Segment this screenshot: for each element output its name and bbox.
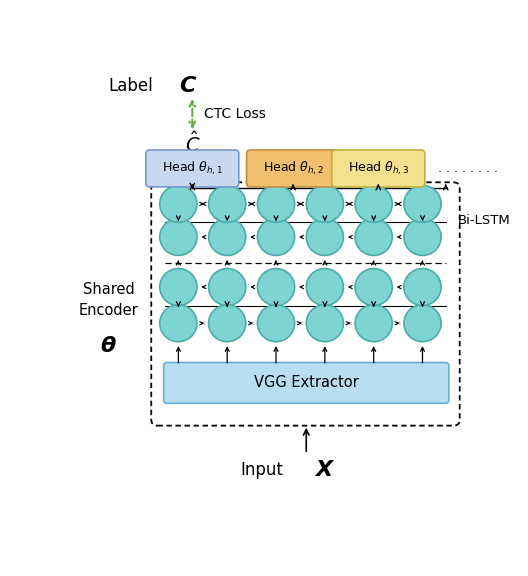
Circle shape — [160, 185, 197, 222]
Text: Head $\theta_{h,2}$: Head $\theta_{h,2}$ — [262, 160, 324, 177]
Circle shape — [258, 305, 295, 342]
Circle shape — [355, 218, 392, 256]
Text: $\boldsymbol{C}$: $\boldsymbol{C}$ — [180, 76, 197, 96]
Text: Head $\theta_{h,1}$: Head $\theta_{h,1}$ — [162, 160, 223, 177]
Circle shape — [258, 185, 295, 222]
Text: Shared
Encoder: Shared Encoder — [79, 282, 138, 318]
Circle shape — [258, 218, 295, 256]
Circle shape — [404, 268, 441, 305]
Circle shape — [404, 305, 441, 342]
Circle shape — [306, 305, 343, 342]
FancyBboxPatch shape — [332, 150, 425, 187]
Circle shape — [404, 185, 441, 222]
Circle shape — [404, 218, 441, 256]
FancyBboxPatch shape — [164, 362, 449, 403]
Text: Head $\theta_{h,3}$: Head $\theta_{h,3}$ — [348, 160, 409, 177]
Circle shape — [355, 268, 392, 305]
Circle shape — [160, 268, 197, 305]
Text: $\boldsymbol{X}$: $\boldsymbol{X}$ — [314, 460, 335, 479]
Circle shape — [209, 185, 246, 222]
Circle shape — [209, 268, 246, 305]
Circle shape — [209, 218, 246, 256]
Circle shape — [306, 218, 343, 256]
Circle shape — [160, 218, 197, 256]
Text: $\hat{C}$: $\hat{C}$ — [185, 131, 200, 156]
Circle shape — [258, 268, 295, 305]
Text: . . . . . . . .: . . . . . . . . — [438, 162, 498, 175]
Text: $\boldsymbol{\theta}$: $\boldsymbol{\theta}$ — [100, 336, 117, 357]
Text: Label: Label — [109, 77, 153, 95]
Text: CTC Loss: CTC Loss — [204, 107, 266, 121]
Circle shape — [209, 305, 246, 342]
Circle shape — [306, 268, 343, 305]
Circle shape — [160, 305, 197, 342]
Circle shape — [355, 185, 392, 222]
FancyBboxPatch shape — [247, 150, 340, 187]
Text: VGG Extractor: VGG Extractor — [254, 376, 359, 391]
Circle shape — [306, 185, 343, 222]
Circle shape — [355, 305, 392, 342]
Text: Input: Input — [240, 461, 283, 479]
FancyBboxPatch shape — [146, 150, 239, 187]
Text: Bi-LSTM: Bi-LSTM — [457, 214, 510, 227]
